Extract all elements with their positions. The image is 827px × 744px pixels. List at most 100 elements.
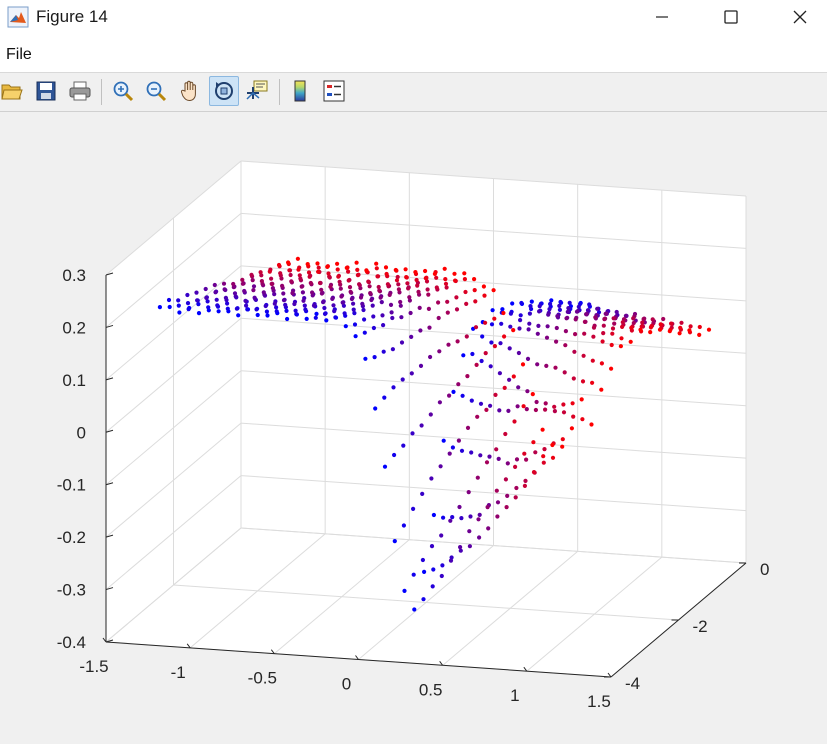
figure-canvas[interactable]: -1.5 -1 -0.5 0 0.5 1 1.5 -4 -2 0 -0.4 -0.3 -0.2 -0.1 0… [0, 112, 827, 739]
scatter-point [603, 311, 608, 316]
scatter-point [278, 271, 283, 276]
scatter-point [310, 290, 315, 295]
scatter-point [614, 309, 619, 315]
pan-button[interactable] [175, 76, 205, 106]
scatter-point [525, 356, 531, 361]
open-file-icon [1, 84, 23, 100]
scatter-point [534, 399, 539, 405]
close-button[interactable] [772, 0, 827, 34]
scatter-point [432, 271, 437, 276]
scatter-point [354, 260, 359, 265]
scatter-point [536, 323, 541, 328]
scatter-point [610, 331, 615, 336]
scatter-point [420, 491, 425, 496]
zoom-out-button[interactable] [141, 76, 171, 106]
scatter-point [269, 281, 274, 286]
scatter-point [590, 380, 595, 385]
scatter-point [409, 334, 414, 339]
legend-button[interactable] [319, 76, 349, 106]
scatter-point [458, 548, 463, 553]
scatter-point [531, 440, 536, 445]
grid-line [240, 527, 747, 564]
scatter-point [455, 339, 460, 344]
scatter-point [245, 307, 250, 312]
z-tick-label: -0.2 [57, 528, 86, 547]
scatter-point [481, 284, 486, 289]
maximize-button[interactable] [703, 0, 759, 34]
scatter-point [408, 310, 413, 316]
menu-item-file[interactable]: File [6, 46, 32, 63]
scatter-point [549, 298, 554, 303]
scatter-point [497, 371, 502, 376]
scatter-point [479, 358, 484, 364]
scatter-point [524, 407, 529, 412]
scatter-point [363, 356, 368, 361]
scatter-point [206, 305, 211, 310]
grid-line [240, 370, 747, 407]
scatter-point [333, 315, 338, 320]
scatter-point [390, 315, 395, 321]
colorbar-button[interactable] [285, 76, 315, 106]
scatter-point [411, 572, 416, 577]
scatter-point [584, 312, 589, 317]
maximize-icon [724, 10, 738, 24]
scatter-point [372, 355, 377, 360]
print-button[interactable] [65, 76, 95, 106]
scatter-point [361, 307, 366, 313]
scatter-point [317, 280, 323, 286]
save-button[interactable] [31, 76, 61, 106]
scatter-point [265, 313, 270, 318]
scatter-point [557, 303, 562, 308]
scatter-point [400, 377, 405, 382]
scatter-point [525, 389, 530, 394]
data-cursor-button[interactable] [242, 76, 272, 106]
x-tick-label: 0.5 [419, 680, 443, 699]
scatter-point [557, 307, 563, 312]
scatter-point [276, 262, 282, 268]
scatter-point [599, 387, 604, 392]
scatter-point [177, 310, 182, 315]
scatter-point [492, 316, 497, 321]
scatter-point [464, 301, 469, 306]
grid-line [240, 317, 747, 354]
scatter-point [535, 331, 540, 336]
scatter-point [444, 285, 449, 290]
grid-line [105, 213, 242, 328]
scatter-points [157, 256, 712, 612]
x-tick-label: -0.5 [248, 669, 277, 688]
scatter-point [280, 283, 285, 288]
scatter-point [308, 280, 313, 286]
scatter-point [244, 303, 249, 308]
scatter-point [563, 329, 569, 334]
menu-bar: File [0, 36, 827, 73]
scatter-point [503, 477, 508, 482]
scatter-point [395, 274, 400, 280]
scatter-point [393, 267, 398, 273]
scatter-point [638, 327, 643, 332]
scatter-point [436, 315, 441, 321]
scatter-point [353, 334, 358, 339]
scatter-point [255, 312, 260, 318]
x-tick-label: 1.5 [587, 692, 611, 711]
scatter-point [462, 271, 467, 276]
rotate-3d-button[interactable] [209, 76, 239, 106]
scatter-point [370, 303, 375, 308]
scatter-point [541, 454, 546, 459]
scatter-point [341, 303, 346, 308]
x-tick [523, 666, 528, 672]
scatter-point [530, 392, 535, 397]
open-file-button[interactable] [0, 76, 27, 106]
scatter-point [545, 324, 550, 329]
scatter-point [478, 401, 484, 406]
scatter-point [503, 431, 508, 437]
scatter-point [515, 404, 520, 409]
scatter-point [631, 316, 636, 321]
scatter-point [292, 301, 297, 307]
scatter-point [304, 316, 309, 321]
grid-line [240, 212, 747, 249]
zoom-in-button[interactable] [108, 76, 138, 106]
minimize-button[interactable] [634, 0, 690, 34]
scatter-point [401, 523, 406, 528]
scatter-point [167, 304, 172, 310]
plot-3d[interactable]: -1.5 -1 -0.5 0 0.5 1 1.5 -4 -2 0 -0.4 -0.3 -0.2 -0.1 0… [0, 112, 827, 739]
